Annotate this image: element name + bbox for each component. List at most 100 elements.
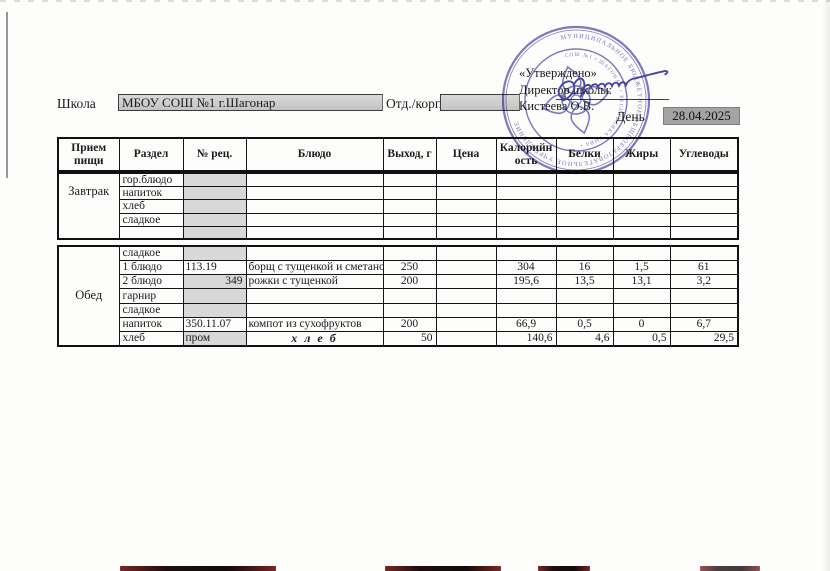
price-cell: [435, 259, 497, 275]
proteins-cell: [555, 288, 614, 304]
menu-table: Прием пищи Раздел № рец. Блюдо Выход, г …: [57, 137, 739, 347]
carbs-cell: [669, 245, 739, 261]
director-signature: [557, 70, 669, 102]
calories-cell: [495, 186, 557, 201]
proteins-cell: [555, 212, 614, 227]
menu-header-row: Прием пищи Раздел № рец. Блюдо Выход, г …: [57, 137, 739, 172]
dish-cell: рожки с тущенкой: [245, 273, 384, 290]
price-cell: [435, 273, 497, 290]
output-cell: [382, 225, 437, 240]
output-cell: [382, 302, 437, 318]
fats-cell: 13,1: [612, 273, 671, 290]
dish-cell: х л е б: [245, 331, 384, 347]
calories-cell: [495, 199, 557, 214]
proteins-cell: 0,5: [555, 316, 614, 333]
scan-left-edge-line: [6, 12, 8, 178]
proteins-cell: 16: [555, 259, 614, 275]
col-header-price: Цена: [435, 137, 497, 172]
price-cell: [435, 212, 497, 227]
output-cell: 200: [382, 273, 437, 290]
scan-bottom-artifact: [700, 566, 760, 571]
meal-name-lunch: Обед: [57, 245, 120, 347]
calories-cell: 304: [495, 259, 557, 275]
calories-cell: [495, 288, 557, 304]
carbs-cell: 29,5: [669, 331, 739, 347]
recipe-cell: [182, 225, 247, 240]
calories-cell: 195,6: [495, 273, 557, 290]
recipe-cell: пром: [182, 331, 247, 347]
date-input[interactable]: 28.04.2025: [663, 107, 740, 125]
scan-right-shadow: [822, 0, 830, 571]
dish-cell: [245, 302, 384, 318]
dish-cell: [245, 225, 384, 240]
fats-cell: [612, 225, 671, 240]
dish-cell: [245, 199, 384, 214]
director-name: Кистеева О.В.: [519, 99, 595, 113]
razdel-cell: хлеб: [118, 199, 184, 214]
price-cell: [435, 225, 497, 240]
table-row: [58, 225, 739, 240]
lunch-section: Обед сладкое 1 блюдо 113.19 борщ с тущен…: [57, 244, 739, 347]
dish-cell: [245, 288, 384, 304]
breakfast-section: Завтрак гор.блюдо напиток: [57, 172, 739, 240]
table-row: 1 блюдо 113.19 борщ с тущенкой и сметано…: [58, 259, 739, 275]
school-round-stamp: МУНИЦИПАЛЬНОЕ БЮДЖЕТНОЕ ОБЩЕОБРАЗОВАТЕЛЬ…: [496, 22, 656, 178]
carbs-cell: 6,7: [669, 316, 739, 333]
calories-cell: 66,9: [495, 316, 557, 333]
fats-cell: [612, 302, 671, 318]
fats-cell: 0: [612, 316, 671, 333]
razdel-cell: 2 блюдо: [118, 273, 184, 290]
carbs-cell: 3,2: [669, 273, 739, 290]
fats-cell: [612, 212, 671, 227]
fats-cell: [612, 199, 671, 214]
table-row: гарнир: [58, 288, 739, 304]
fats-cell: [612, 186, 671, 201]
dish-cell: [245, 186, 384, 201]
razdel-cell: сладкое: [118, 245, 184, 261]
output-cell: 250: [382, 259, 437, 275]
col-header-carbs: Углеводы: [669, 137, 739, 172]
col-header-fats: Жиры: [612, 137, 671, 172]
price-cell: [435, 331, 497, 347]
output-cell: [382, 212, 437, 227]
dept-input[interactable]: [440, 94, 520, 111]
proteins-cell: [555, 302, 614, 318]
output-cell: [382, 186, 437, 201]
razdel-cell: [118, 225, 184, 240]
recipe-cell: [182, 212, 247, 227]
proteins-cell: 13,5: [555, 273, 614, 290]
scan-bottom-artifact: [385, 566, 501, 571]
dish-cell: борщ с тущенкой и сметаной: [245, 259, 384, 275]
output-cell: [382, 245, 437, 261]
proteins-cell: 4,6: [555, 331, 614, 347]
col-header-output: Выход, г: [382, 137, 437, 172]
col-header-section: Раздел: [118, 137, 184, 172]
proteins-cell: [555, 199, 614, 214]
calories-cell: 140,6: [495, 331, 557, 347]
carbs-cell: [669, 199, 739, 214]
razdel-cell: сладкое: [118, 212, 184, 227]
price-cell: [435, 316, 497, 333]
razdel-cell: хлеб: [118, 331, 184, 347]
table-row: хлеб пром х л е б 50 140,6 4,6 0,5 29,5: [58, 331, 739, 347]
table-row: напиток: [58, 186, 739, 201]
recipe-cell: [182, 288, 247, 304]
stamp-emblem: [541, 65, 611, 135]
recipe-cell: [182, 186, 247, 201]
table-row: напиток 350.11.07 компот из сухофруктов …: [58, 316, 739, 333]
carbs-cell: [669, 186, 739, 201]
dept-label: Отд./корп: [386, 96, 443, 111]
carbs-cell: [669, 172, 739, 188]
razdel-cell: сладкое: [118, 302, 184, 318]
price-cell: [435, 186, 497, 201]
proteins-cell: [555, 225, 614, 240]
recipe-cell: [182, 302, 247, 318]
recipe-cell: 349: [182, 273, 247, 290]
proteins-cell: [555, 186, 614, 201]
table-row: Обед сладкое: [57, 245, 739, 347]
school-label: Школа: [57, 96, 96, 111]
output-cell: [382, 199, 437, 214]
school-input[interactable]: МБОУ СОШ №1 г.Шагонар: [118, 94, 383, 111]
dish-cell: [245, 212, 384, 227]
output-cell: [382, 172, 437, 188]
